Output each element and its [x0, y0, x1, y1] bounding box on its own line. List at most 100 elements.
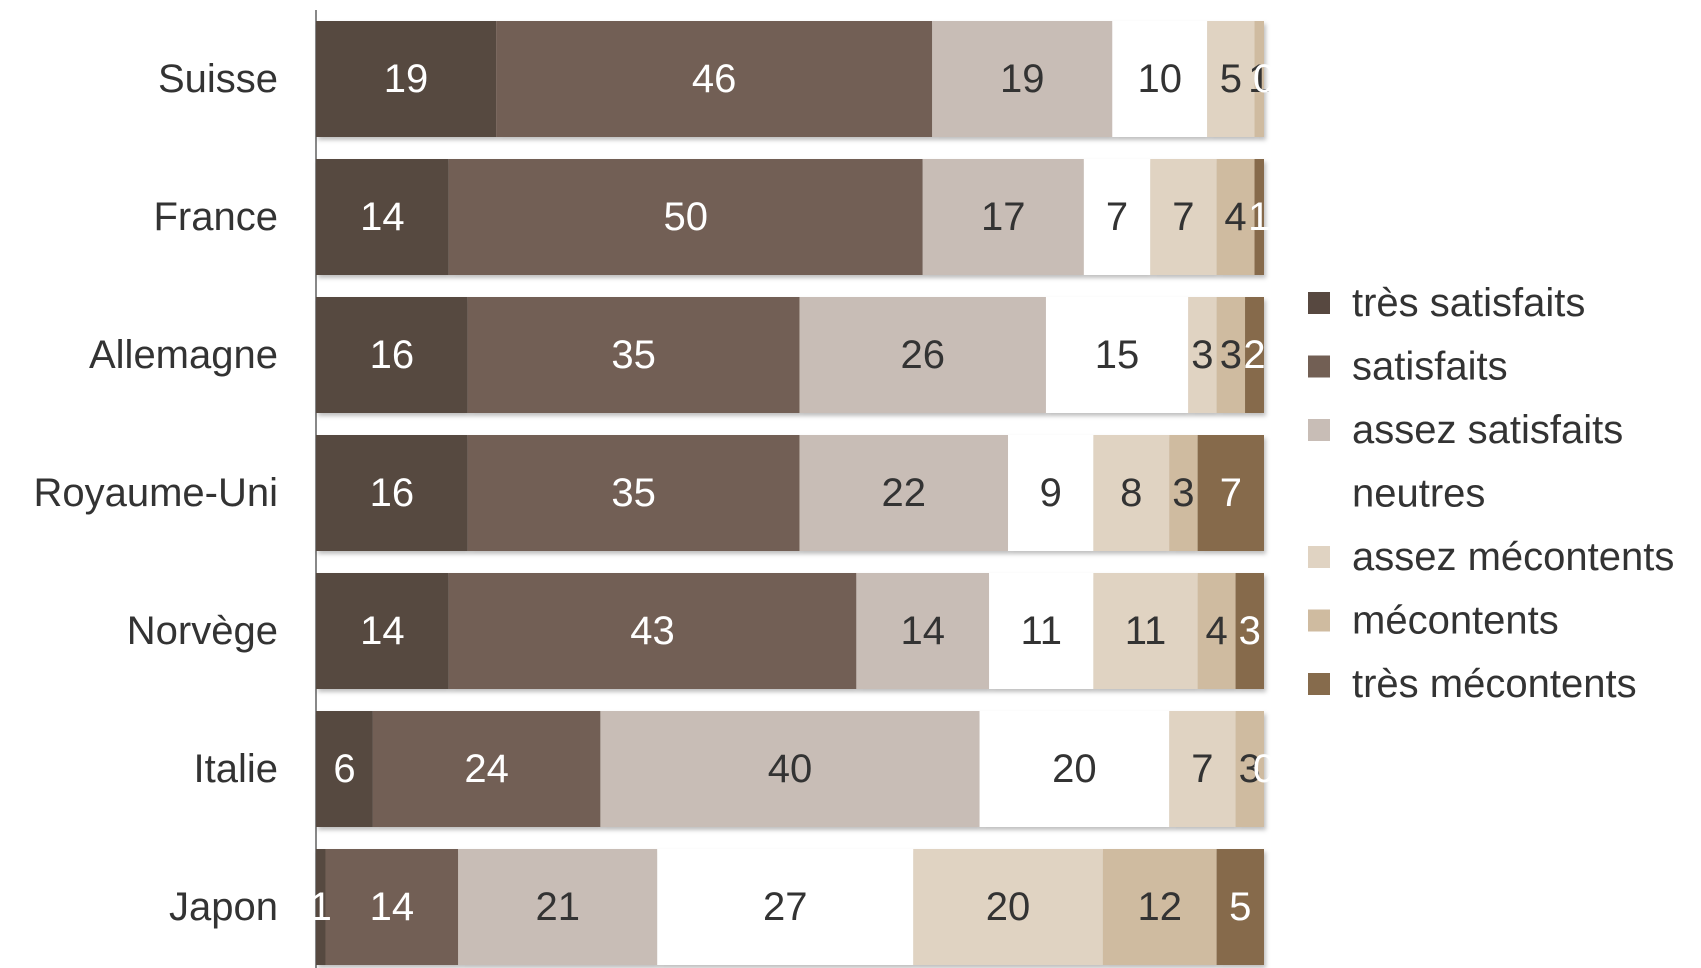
- data-label: 3: [1239, 609, 1261, 653]
- data-label: 20: [986, 885, 1031, 929]
- y-tick-label: Royaume-Uni: [33, 471, 278, 515]
- bar-segment: [913, 849, 1103, 965]
- data-label: 21: [535, 885, 580, 929]
- y-tick-label: Allemagne: [89, 333, 278, 377]
- legend-marker: [1308, 673, 1330, 695]
- data-label: 9: [1040, 471, 1062, 515]
- legend-marker: [1308, 419, 1330, 441]
- bar-segment: [1235, 573, 1264, 689]
- y-tick-label: Japon: [169, 885, 278, 929]
- legend-label: satisfaits: [1352, 345, 1508, 389]
- data-label: 3: [1191, 333, 1213, 377]
- data-label: 1: [310, 885, 332, 929]
- data-label: 14: [370, 885, 415, 929]
- bar-segment: [1216, 159, 1255, 275]
- bar-segment: [467, 435, 800, 551]
- bar-segment: [316, 297, 468, 413]
- data-label: 14: [360, 195, 405, 239]
- bar-segment: [1102, 849, 1217, 965]
- bar-segment: [856, 573, 990, 689]
- data-label: 43: [630, 609, 675, 653]
- bar-segment: [1150, 159, 1217, 275]
- bar-segment: [1112, 21, 1208, 137]
- data-label: 22: [882, 471, 927, 515]
- bar-segment: [799, 297, 1046, 413]
- data-label: 4: [1224, 195, 1246, 239]
- bar-segment: [1188, 297, 1217, 413]
- bar-group: [316, 711, 1264, 827]
- bar-group: [316, 21, 1264, 137]
- data-label: 11: [1125, 609, 1167, 653]
- bar-segment: [316, 435, 468, 551]
- data-label: 12: [1137, 885, 1182, 929]
- y-tick-label: France: [154, 195, 279, 239]
- data-label: 50: [663, 195, 708, 239]
- y-tick-label: Italie: [194, 747, 279, 791]
- bar-group: [316, 297, 1264, 413]
- bar-segment: [932, 21, 1113, 137]
- bar-segment: [1093, 435, 1170, 551]
- data-label: 14: [900, 609, 945, 653]
- data-label: 0: [1253, 57, 1275, 101]
- bar-segment: [979, 711, 1170, 827]
- data-label: 17: [981, 195, 1026, 239]
- data-label: 46: [692, 57, 737, 101]
- legend-label: assez satisfaits: [1352, 408, 1623, 452]
- data-label: 40: [768, 747, 813, 791]
- bar-segment: [1169, 435, 1198, 551]
- bar-segment: [316, 573, 449, 689]
- data-label: 4: [1205, 609, 1227, 653]
- bar-segment: [316, 159, 449, 275]
- data-label: 5: [1220, 57, 1242, 101]
- bar-segment: [657, 849, 914, 965]
- data-label: 7: [1106, 195, 1128, 239]
- data-label: 3: [1239, 747, 1261, 791]
- data-label: 19: [1000, 57, 1045, 101]
- bar-segment: [316, 711, 373, 827]
- legend-marker: [1308, 355, 1330, 378]
- legend-marker: [1308, 482, 1330, 505]
- bar-segment: [1197, 573, 1236, 689]
- data-label: 16: [370, 333, 415, 377]
- data-label: 26: [900, 333, 945, 377]
- bar-segment: [1207, 21, 1255, 137]
- bar-group: [316, 573, 1264, 689]
- data-label: 19: [384, 57, 429, 101]
- bar-segment: [922, 159, 1084, 275]
- bar-segment: [372, 711, 601, 827]
- bar-segment: [1083, 159, 1151, 275]
- bar-group: [316, 159, 1264, 275]
- data-label: 7: [1220, 471, 1242, 515]
- data-label: 3: [1220, 333, 1242, 377]
- legend-label: très mécontents: [1352, 662, 1637, 706]
- data-label: 16: [370, 471, 415, 515]
- bar-segment: [316, 849, 326, 965]
- data-label: 8: [1120, 471, 1142, 515]
- bar-segment: [448, 573, 857, 689]
- data-label: 2: [1243, 333, 1265, 377]
- legend-label: très satisfaits: [1352, 281, 1585, 325]
- bar-segment: [1197, 435, 1264, 551]
- bar-segment: [316, 21, 497, 137]
- legend-label: neutres: [1352, 472, 1485, 516]
- bar-group: [316, 435, 1264, 551]
- data-label: 11: [1020, 609, 1062, 653]
- data-label: 0: [1253, 747, 1275, 791]
- bar-segment: [1216, 849, 1264, 965]
- bar-segment: [1235, 711, 1264, 827]
- data-label: 20: [1052, 747, 1097, 791]
- bar-segment: [600, 711, 980, 827]
- bar-segment: [458, 849, 658, 965]
- bar-segment: [1169, 711, 1236, 827]
- legend-label: mécontents: [1352, 599, 1559, 643]
- data-label: 35: [611, 471, 656, 515]
- data-label: 1: [1248, 57, 1270, 101]
- data-label: 7: [1191, 747, 1213, 791]
- bar-segment: [1245, 297, 1264, 413]
- bar-segment: [1008, 435, 1094, 551]
- bar-segment: [1093, 573, 1198, 689]
- data-label: 10: [1137, 57, 1182, 101]
- bar-segment: [467, 297, 800, 413]
- bar-segment: [799, 435, 1009, 551]
- bar-group: [316, 849, 1264, 965]
